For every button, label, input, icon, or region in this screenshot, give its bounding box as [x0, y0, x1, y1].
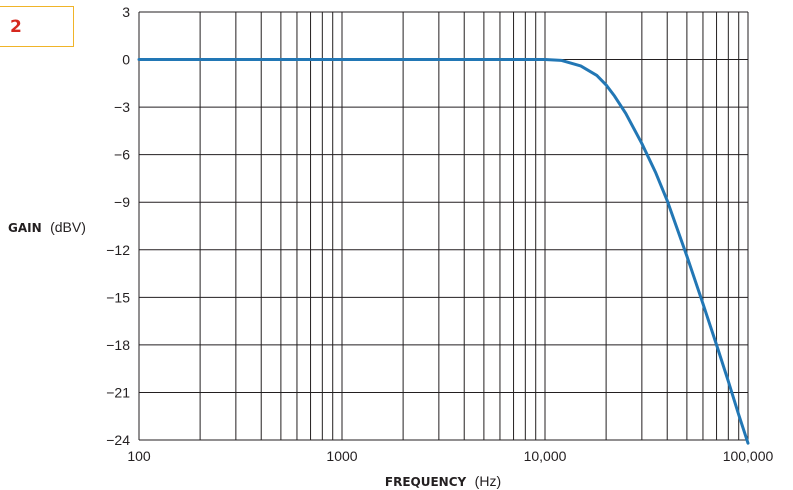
x-tick-label: 1000	[326, 448, 357, 464]
x-axis-unit: (Hz)	[475, 473, 501, 489]
y-tick-label: −9	[114, 194, 130, 210]
chart-series	[137, 58, 750, 445]
y-tick-label: −24	[106, 432, 130, 448]
y-axis-unit: (dBV)	[50, 219, 86, 235]
y-axis-title: GAIN	[8, 221, 42, 235]
x-axis-title: FREQUENCY	[385, 475, 467, 489]
y-axis-label: GAIN (dBV)	[8, 219, 86, 236]
y-tick-label: 3	[122, 4, 130, 20]
y-tick-label: −3	[114, 99, 130, 115]
figure-number-badge: 2	[0, 6, 74, 47]
x-tick-label: 100,000	[723, 448, 774, 464]
y-tick-label: −21	[106, 384, 130, 400]
y-tick-label: −15	[106, 289, 130, 305]
chart-grid	[138, 11, 749, 441]
x-axis-label: FREQUENCY (Hz)	[385, 473, 501, 490]
y-tick-label: −12	[106, 242, 130, 258]
gain-curve	[137, 58, 750, 445]
y-tick-label: 0	[122, 52, 130, 68]
y-tick-label: −6	[114, 147, 130, 163]
x-tick-label: 10,000	[524, 448, 567, 464]
y-tick-label: −18	[106, 337, 130, 353]
x-tick-label: 100	[127, 448, 151, 464]
